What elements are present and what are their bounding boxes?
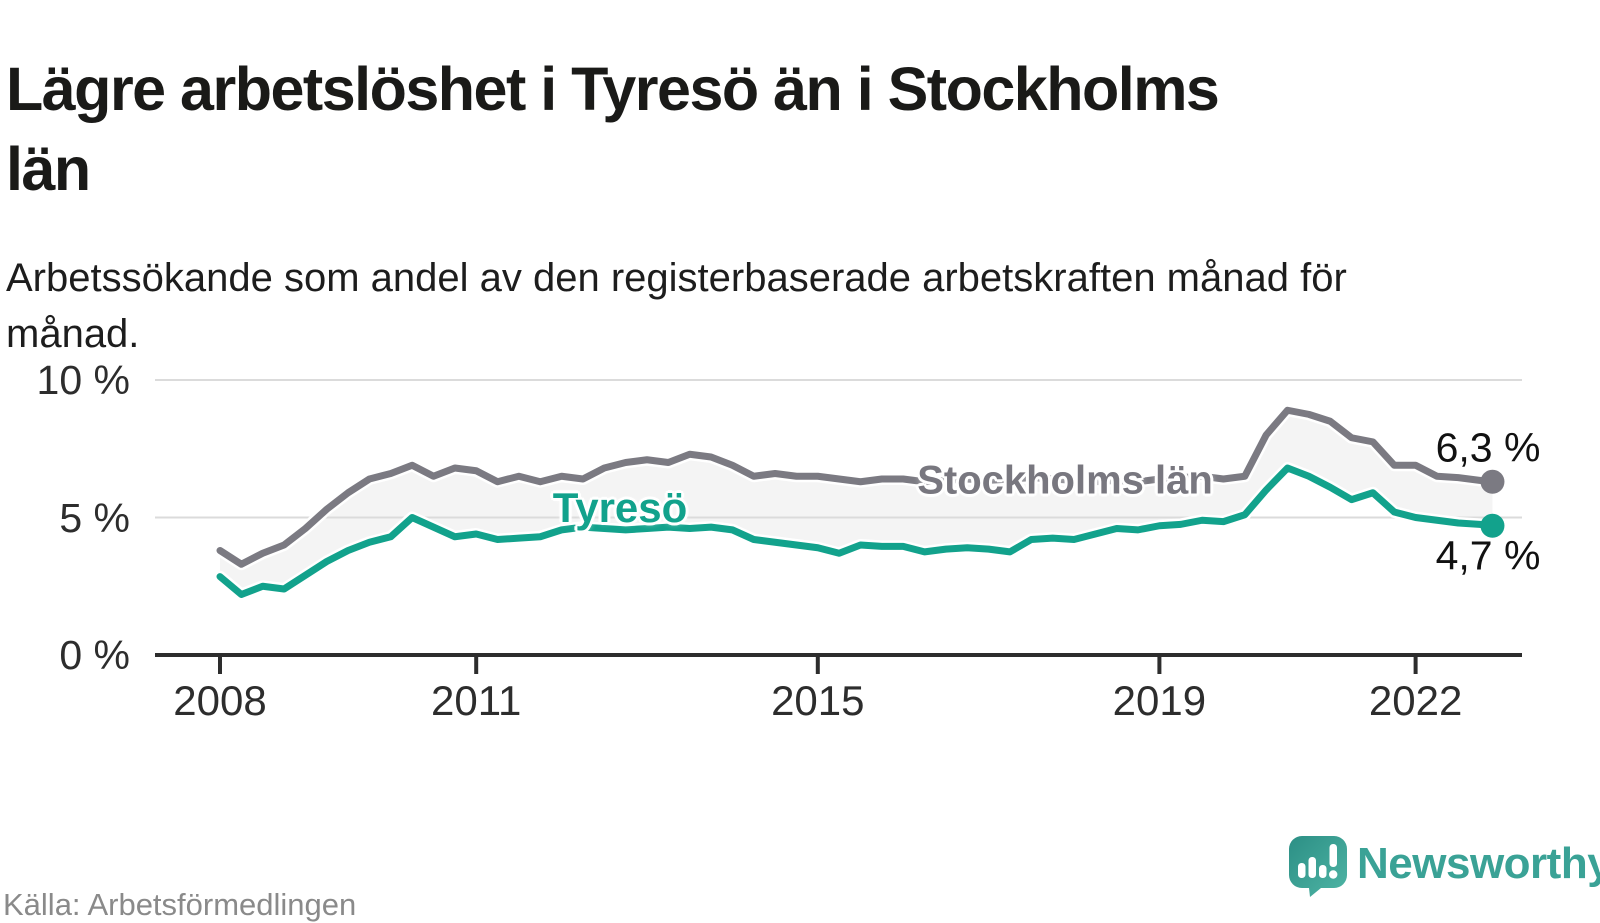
x-tick-label-2008: 2008 (173, 677, 267, 724)
newsworthy-wordmark: Newsworthy (1357, 839, 1600, 888)
y-tick-label-10: 10 % (36, 357, 130, 403)
end-value-tyreso: 4,7 % (1435, 532, 1541, 579)
band-between-series (220, 410, 1493, 595)
x-tick-label-2019: 2019 (1112, 677, 1207, 724)
source-note: Källa: Arbetsförmedlingen (3, 887, 357, 922)
x-tick-label-2011: 2011 (431, 677, 522, 724)
line-chart (155, 379, 1522, 674)
page-title: Lägre arbetslöshet i Tyresö än i Stockho… (6, 54, 1220, 203)
y-tick-label-5: 5 % (59, 494, 130, 541)
chart-subtitle: Arbetssökande som andel av den registerb… (6, 256, 1347, 356)
newsworthy-logo: Newsworthy (1287, 834, 1600, 898)
end-value-stockholm: 6,3 % (1435, 424, 1541, 471)
x-tick-label-2022: 2022 (1368, 677, 1463, 724)
line-tyreso (216, 464, 1496, 598)
y-tick-label-0: 0 % (59, 632, 130, 678)
series-label-tyreso: Tyresö (552, 484, 688, 531)
x-tick-label-2015: 2015 (771, 677, 865, 724)
series-label-stockholms-lan: Stockholms län (917, 458, 1213, 503)
line-stockholm (216, 406, 1496, 568)
end-dot-stockholm (1480, 469, 1505, 494)
newsworthy-logo-icon (1289, 836, 1347, 897)
end-dot-tyreso (1480, 513, 1505, 538)
